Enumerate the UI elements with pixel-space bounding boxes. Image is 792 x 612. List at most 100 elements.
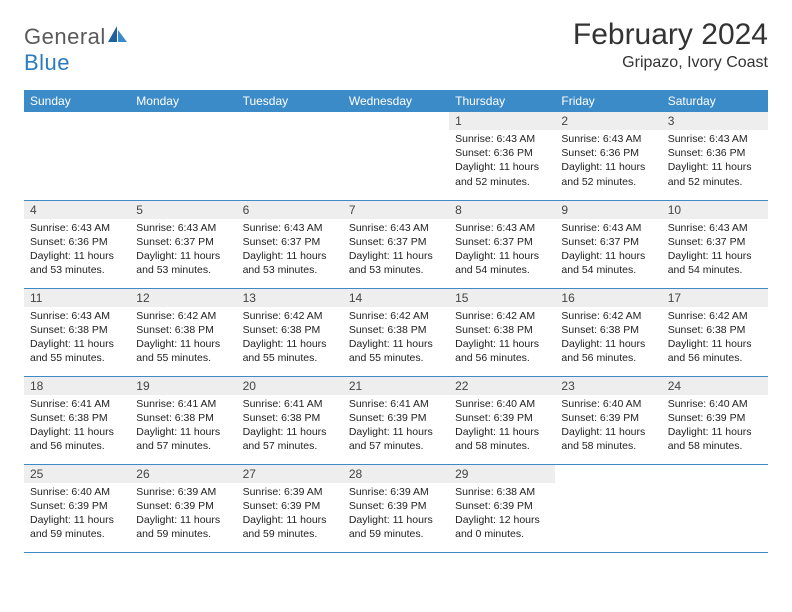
calendar-cell: 12Sunrise: 6:42 AMSunset: 6:38 PMDayligh… — [130, 288, 236, 376]
day-details: Sunrise: 6:42 AMSunset: 6:38 PMDaylight:… — [555, 307, 661, 370]
sunrise-line: Sunrise: 6:41 AM — [243, 397, 337, 411]
calendar-body: 1Sunrise: 6:43 AMSunset: 6:36 PMDaylight… — [24, 112, 768, 552]
weekday-row: SundayMondayTuesdayWednesdayThursdayFrid… — [24, 90, 768, 112]
sunset-line: Sunset: 6:37 PM — [455, 235, 549, 249]
daylight-line-2: and 53 minutes. — [30, 263, 124, 277]
calendar-cell — [555, 464, 661, 552]
sunset-line: Sunset: 6:38 PM — [668, 323, 762, 337]
weekday-header: Thursday — [449, 90, 555, 112]
day-details: Sunrise: 6:43 AMSunset: 6:37 PMDaylight:… — [343, 219, 449, 282]
day-number: 25 — [24, 465, 130, 483]
daylight-line-1: Daylight: 11 hours — [349, 249, 443, 263]
daylight-line-1: Daylight: 11 hours — [243, 337, 337, 351]
calendar-cell: 23Sunrise: 6:40 AMSunset: 6:39 PMDayligh… — [555, 376, 661, 464]
calendar-cell: 28Sunrise: 6:39 AMSunset: 6:39 PMDayligh… — [343, 464, 449, 552]
sunrise-line: Sunrise: 6:41 AM — [136, 397, 230, 411]
daylight-line-1: Daylight: 11 hours — [136, 249, 230, 263]
daylight-line-2: and 58 minutes. — [561, 439, 655, 453]
day-number: 3 — [662, 112, 768, 130]
daylight-line-2: and 56 minutes. — [455, 351, 549, 365]
daylight-line-2: and 57 minutes. — [349, 439, 443, 453]
day-number: 26 — [130, 465, 236, 483]
sail-icon — [108, 24, 128, 50]
calendar-cell: 15Sunrise: 6:42 AMSunset: 6:38 PMDayligh… — [449, 288, 555, 376]
sunrise-line: Sunrise: 6:42 AM — [136, 309, 230, 323]
day-details: Sunrise: 6:43 AMSunset: 6:37 PMDaylight:… — [555, 219, 661, 282]
sunset-line: Sunset: 6:37 PM — [668, 235, 762, 249]
sunset-line: Sunset: 6:39 PM — [30, 499, 124, 513]
sunrise-line: Sunrise: 6:43 AM — [455, 132, 549, 146]
daylight-line-2: and 53 minutes. — [136, 263, 230, 277]
day-details: Sunrise: 6:38 AMSunset: 6:39 PMDaylight:… — [449, 483, 555, 546]
daylight-line-1: Daylight: 11 hours — [455, 249, 549, 263]
weekday-header: Saturday — [662, 90, 768, 112]
sunset-line: Sunset: 6:39 PM — [561, 411, 655, 425]
calendar-cell: 27Sunrise: 6:39 AMSunset: 6:39 PMDayligh… — [237, 464, 343, 552]
sunrise-line: Sunrise: 6:42 AM — [561, 309, 655, 323]
calendar-cell: 3Sunrise: 6:43 AMSunset: 6:36 PMDaylight… — [662, 112, 768, 200]
calendar-cell: 1Sunrise: 6:43 AMSunset: 6:36 PMDaylight… — [449, 112, 555, 200]
calendar-cell: 2Sunrise: 6:43 AMSunset: 6:36 PMDaylight… — [555, 112, 661, 200]
daylight-line-2: and 59 minutes. — [30, 527, 124, 541]
day-number: 12 — [130, 289, 236, 307]
day-details: Sunrise: 6:41 AMSunset: 6:38 PMDaylight:… — [237, 395, 343, 458]
day-details: Sunrise: 6:40 AMSunset: 6:39 PMDaylight:… — [449, 395, 555, 458]
daylight-line-2: and 55 minutes. — [349, 351, 443, 365]
sunrise-line: Sunrise: 6:43 AM — [561, 132, 655, 146]
calendar-cell: 16Sunrise: 6:42 AMSunset: 6:38 PMDayligh… — [555, 288, 661, 376]
day-number: 8 — [449, 201, 555, 219]
day-number: 5 — [130, 201, 236, 219]
daylight-line-1: Daylight: 11 hours — [30, 249, 124, 263]
sunset-line: Sunset: 6:37 PM — [136, 235, 230, 249]
calendar-cell: 17Sunrise: 6:42 AMSunset: 6:38 PMDayligh… — [662, 288, 768, 376]
daylight-line-1: Daylight: 11 hours — [30, 513, 124, 527]
sunrise-line: Sunrise: 6:40 AM — [668, 397, 762, 411]
brand-name: General Blue — [24, 24, 128, 76]
day-details: Sunrise: 6:42 AMSunset: 6:38 PMDaylight:… — [343, 307, 449, 370]
sunrise-line: Sunrise: 6:41 AM — [30, 397, 124, 411]
day-details: Sunrise: 6:39 AMSunset: 6:39 PMDaylight:… — [343, 483, 449, 546]
sunrise-line: Sunrise: 6:42 AM — [349, 309, 443, 323]
sunrise-line: Sunrise: 6:40 AM — [455, 397, 549, 411]
sunset-line: Sunset: 6:39 PM — [668, 411, 762, 425]
day-number: 17 — [662, 289, 768, 307]
daylight-line-1: Daylight: 11 hours — [455, 425, 549, 439]
daylight-line-1: Daylight: 11 hours — [668, 160, 762, 174]
sunset-line: Sunset: 6:38 PM — [30, 411, 124, 425]
day-number: 29 — [449, 465, 555, 483]
day-details: Sunrise: 6:41 AMSunset: 6:39 PMDaylight:… — [343, 395, 449, 458]
sunrise-line: Sunrise: 6:39 AM — [349, 485, 443, 499]
sunrise-line: Sunrise: 6:42 AM — [243, 309, 337, 323]
calendar-cell: 13Sunrise: 6:42 AMSunset: 6:38 PMDayligh… — [237, 288, 343, 376]
sunrise-line: Sunrise: 6:43 AM — [455, 221, 549, 235]
weekday-header: Friday — [555, 90, 661, 112]
calendar-cell — [237, 112, 343, 200]
daylight-line-1: Daylight: 11 hours — [243, 249, 337, 263]
day-details: Sunrise: 6:39 AMSunset: 6:39 PMDaylight:… — [130, 483, 236, 546]
calendar-cell: 21Sunrise: 6:41 AMSunset: 6:39 PMDayligh… — [343, 376, 449, 464]
sunset-line: Sunset: 6:36 PM — [668, 146, 762, 160]
daylight-line-2: and 58 minutes. — [668, 439, 762, 453]
calendar-week-row: 18Sunrise: 6:41 AMSunset: 6:38 PMDayligh… — [24, 376, 768, 464]
month-title: February 2024 — [573, 18, 768, 52]
sunrise-line: Sunrise: 6:43 AM — [349, 221, 443, 235]
calendar-cell — [343, 112, 449, 200]
calendar-cell — [662, 464, 768, 552]
day-details: Sunrise: 6:43 AMSunset: 6:37 PMDaylight:… — [237, 219, 343, 282]
location-label: Gripazo, Ivory Coast — [573, 54, 768, 72]
day-details: Sunrise: 6:43 AMSunset: 6:38 PMDaylight:… — [24, 307, 130, 370]
daylight-line-2: and 52 minutes. — [561, 175, 655, 189]
sunset-line: Sunset: 6:36 PM — [455, 146, 549, 160]
calendar-cell: 25Sunrise: 6:40 AMSunset: 6:39 PMDayligh… — [24, 464, 130, 552]
daylight-line-2: and 0 minutes. — [455, 527, 549, 541]
day-details: Sunrise: 6:41 AMSunset: 6:38 PMDaylight:… — [24, 395, 130, 458]
day-details: Sunrise: 6:43 AMSunset: 6:37 PMDaylight:… — [662, 219, 768, 282]
sunset-line: Sunset: 6:36 PM — [30, 235, 124, 249]
sunrise-line: Sunrise: 6:38 AM — [455, 485, 549, 499]
daylight-line-2: and 59 minutes. — [349, 527, 443, 541]
daylight-line-1: Daylight: 11 hours — [455, 337, 549, 351]
daylight-line-1: Daylight: 11 hours — [243, 425, 337, 439]
daylight-line-1: Daylight: 11 hours — [561, 337, 655, 351]
day-number: 11 — [24, 289, 130, 307]
day-number: 18 — [24, 377, 130, 395]
